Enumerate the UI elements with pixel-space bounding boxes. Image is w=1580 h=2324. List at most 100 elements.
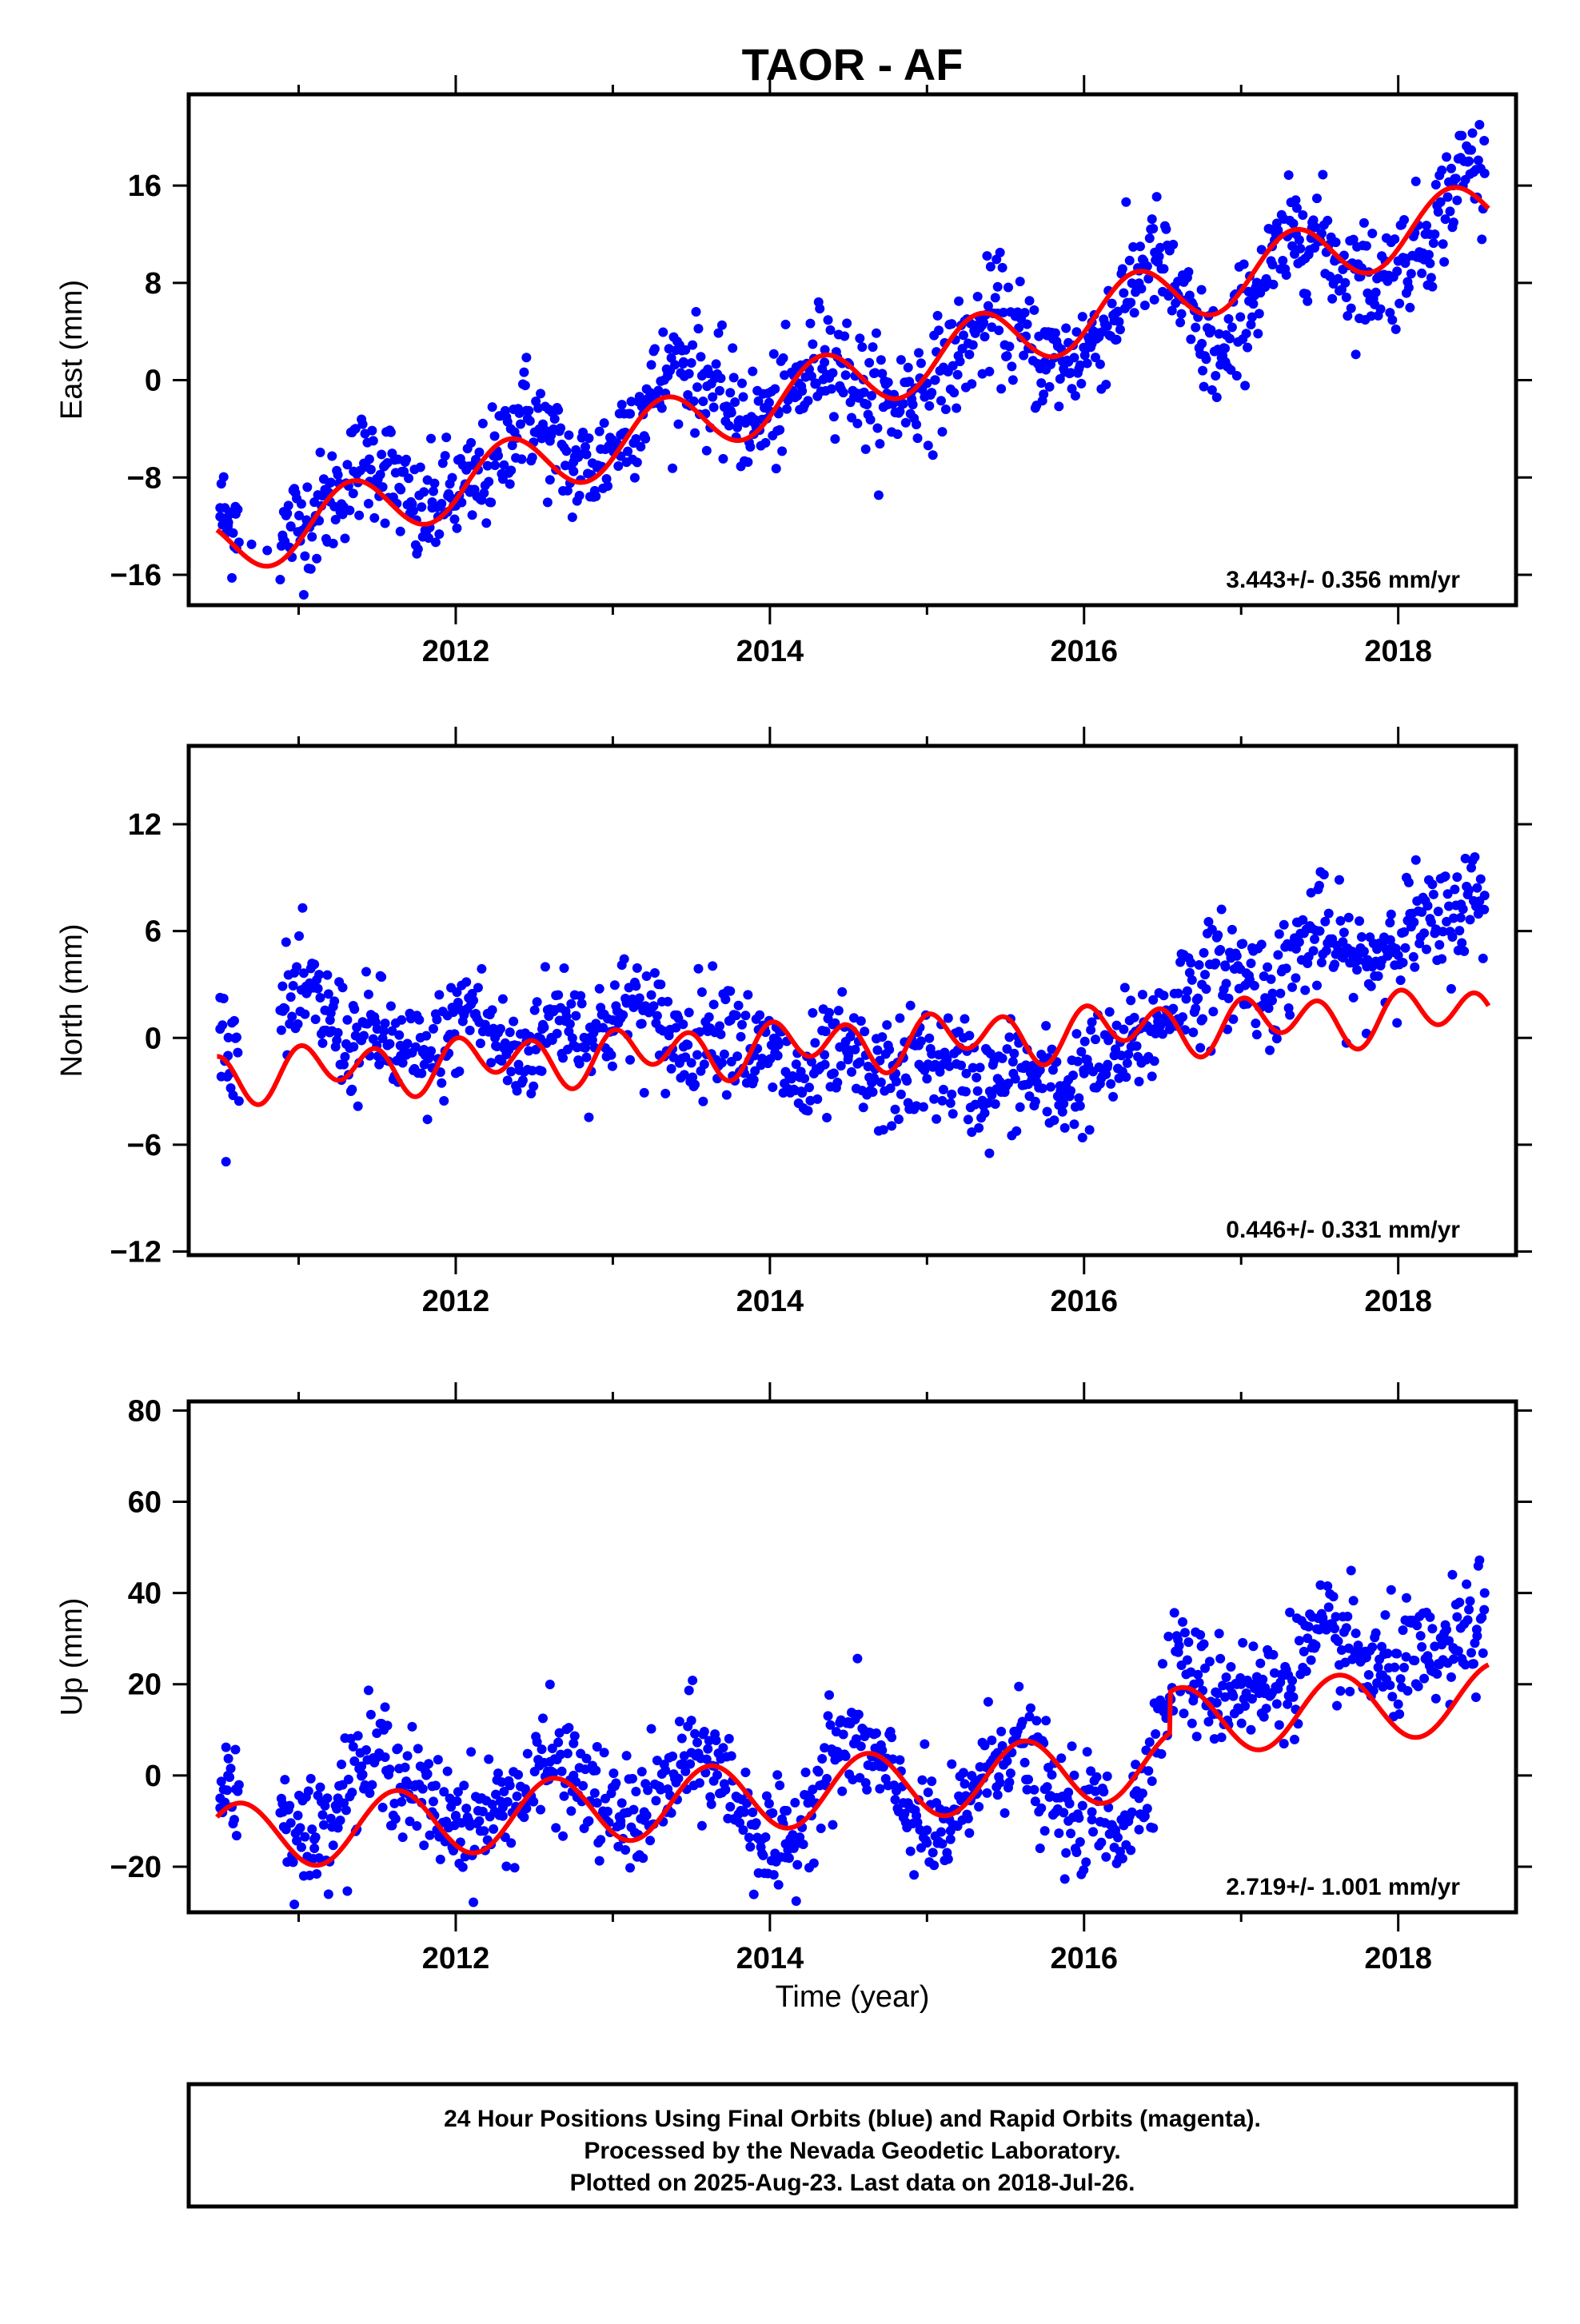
observation-point: [1453, 1646, 1463, 1656]
observation-point: [1220, 1692, 1231, 1702]
observation-point: [820, 1026, 831, 1037]
observation-point: [1442, 192, 1453, 202]
observation-point: [227, 572, 237, 583]
observation-point: [519, 367, 529, 377]
observation-point: [1121, 1072, 1131, 1082]
observation-point: [867, 391, 877, 401]
observation-point: [294, 510, 305, 520]
observation-point: [1198, 365, 1208, 376]
observation-point: [505, 479, 515, 489]
observation-point: [887, 1732, 897, 1743]
observation-point: [380, 518, 390, 528]
observation-point: [432, 1015, 442, 1025]
observation-point: [1341, 1623, 1351, 1633]
observation-point: [692, 1050, 703, 1060]
observation-point: [231, 1831, 241, 1841]
observation-point: [287, 1011, 297, 1022]
observation-point: [300, 1832, 310, 1842]
observation-point: [858, 1102, 868, 1113]
observation-point: [1392, 266, 1402, 277]
observation-point: [1137, 990, 1147, 1000]
x-axis-label: Time (year): [776, 1980, 930, 2014]
observation-point: [233, 1780, 244, 1790]
observation-point: [553, 405, 564, 415]
x-tick-label: 2012: [422, 1285, 490, 1318]
observation-point: [1136, 284, 1147, 294]
observation-point: [1236, 1718, 1247, 1728]
observation-point: [1169, 988, 1179, 999]
observation-point: [1288, 1692, 1299, 1702]
observation-point: [631, 981, 641, 991]
observation-point: [233, 504, 243, 515]
observation-point: [1030, 1796, 1040, 1807]
observation-point: [361, 967, 371, 977]
observation-point: [1187, 975, 1197, 985]
observation-point: [1198, 1014, 1208, 1024]
observation-point: [748, 366, 758, 377]
observation-point: [937, 427, 948, 437]
x-tick-label: 2016: [1050, 1285, 1118, 1318]
observation-point: [1447, 931, 1458, 942]
observation-point: [314, 970, 325, 980]
observation-point: [539, 1022, 549, 1033]
observation-point: [1200, 970, 1211, 980]
observation-point: [948, 1109, 958, 1119]
observation-point: [296, 499, 306, 509]
observation-point: [1235, 312, 1246, 322]
observation-point: [1195, 1042, 1206, 1053]
observation-point: [1400, 258, 1410, 269]
observation-point: [1227, 322, 1237, 333]
observation-point: [564, 430, 574, 440]
observation-point: [1294, 235, 1304, 245]
observation-point: [772, 1770, 783, 1780]
observation-point: [1439, 257, 1450, 267]
observation-point: [639, 1087, 649, 1098]
observation-point: [1387, 315, 1398, 325]
observation-point: [833, 1006, 844, 1016]
observation-point: [1312, 193, 1322, 204]
observation-point: [758, 1850, 768, 1860]
observation-point: [397, 1832, 408, 1843]
observation-point: [725, 388, 736, 398]
observation-point: [487, 1005, 497, 1015]
observation-point: [1465, 915, 1475, 925]
observation-point: [961, 1068, 972, 1078]
observation-point: [1393, 1699, 1403, 1709]
observation-point: [728, 373, 739, 383]
observation-point: [1470, 1692, 1481, 1703]
observation-point: [1022, 1784, 1032, 1795]
observation-point: [1187, 1718, 1197, 1728]
observation-point: [708, 402, 719, 413]
observation-point: [1375, 304, 1386, 314]
observation-point: [549, 1768, 559, 1778]
observation-point: [825, 325, 836, 335]
observation-point: [1294, 937, 1304, 947]
footer-frame: [186, 2082, 1518, 2209]
observation-point: [837, 987, 848, 997]
observation-point: [1211, 958, 1221, 968]
observation-point: [288, 1857, 298, 1868]
observation-point: [1333, 273, 1343, 284]
observation-point: [554, 1728, 565, 1738]
observation-point: [996, 1726, 1007, 1736]
observation-point: [1266, 256, 1276, 266]
observation-point: [1057, 1106, 1067, 1117]
observation-point: [690, 1079, 700, 1090]
observation-point: [690, 428, 700, 438]
observation-point: [516, 419, 525, 429]
observation-point: [638, 1853, 648, 1864]
observation-point: [1440, 871, 1450, 882]
observation-point: [820, 1050, 830, 1060]
footer-line-3: Plotted on 2025-Aug-23. Last data on 201…: [570, 2170, 1135, 2196]
observation-point: [353, 1731, 363, 1741]
observation-point: [302, 482, 313, 492]
observation-point: [1410, 962, 1420, 972]
observation-point: [342, 460, 353, 470]
observation-point: [487, 402, 497, 413]
observation-point: [651, 1796, 661, 1806]
observation-point: [1182, 986, 1192, 996]
observation-point: [828, 368, 838, 378]
observation-point: [453, 1787, 463, 1797]
observation-point: [297, 903, 308, 913]
observation-point: [735, 1818, 745, 1828]
